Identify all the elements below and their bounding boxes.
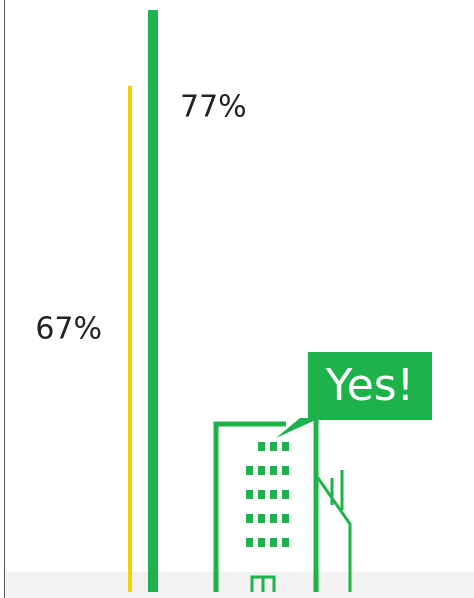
bar: [148, 10, 158, 592]
bars: [128, 10, 158, 593]
window: [282, 490, 289, 499]
callout-box: [308, 352, 432, 420]
window: [258, 538, 265, 547]
window: [258, 466, 265, 475]
window: [282, 538, 289, 547]
building-outline: [213, 421, 286, 592]
window: [282, 442, 289, 451]
value-label: 67%: [35, 312, 102, 347]
callout-pointer: [276, 418, 320, 438]
bar: [128, 85, 132, 593]
window: [270, 490, 277, 499]
building-side: [316, 477, 352, 592]
window: [282, 466, 289, 475]
window: [258, 514, 265, 523]
window: [258, 490, 265, 499]
value-label: 77%: [180, 90, 247, 125]
building: [213, 420, 352, 592]
window: [270, 442, 277, 451]
window: [270, 466, 277, 475]
callout-text: Yes!: [325, 360, 415, 411]
window: [282, 514, 289, 523]
windows: [246, 442, 289, 547]
window: [270, 538, 277, 547]
window: [246, 538, 253, 547]
window: [246, 514, 253, 523]
window: [246, 466, 253, 475]
window: [258, 442, 265, 451]
floor-band: [6, 572, 474, 598]
window: [246, 490, 253, 499]
window: [270, 514, 277, 523]
